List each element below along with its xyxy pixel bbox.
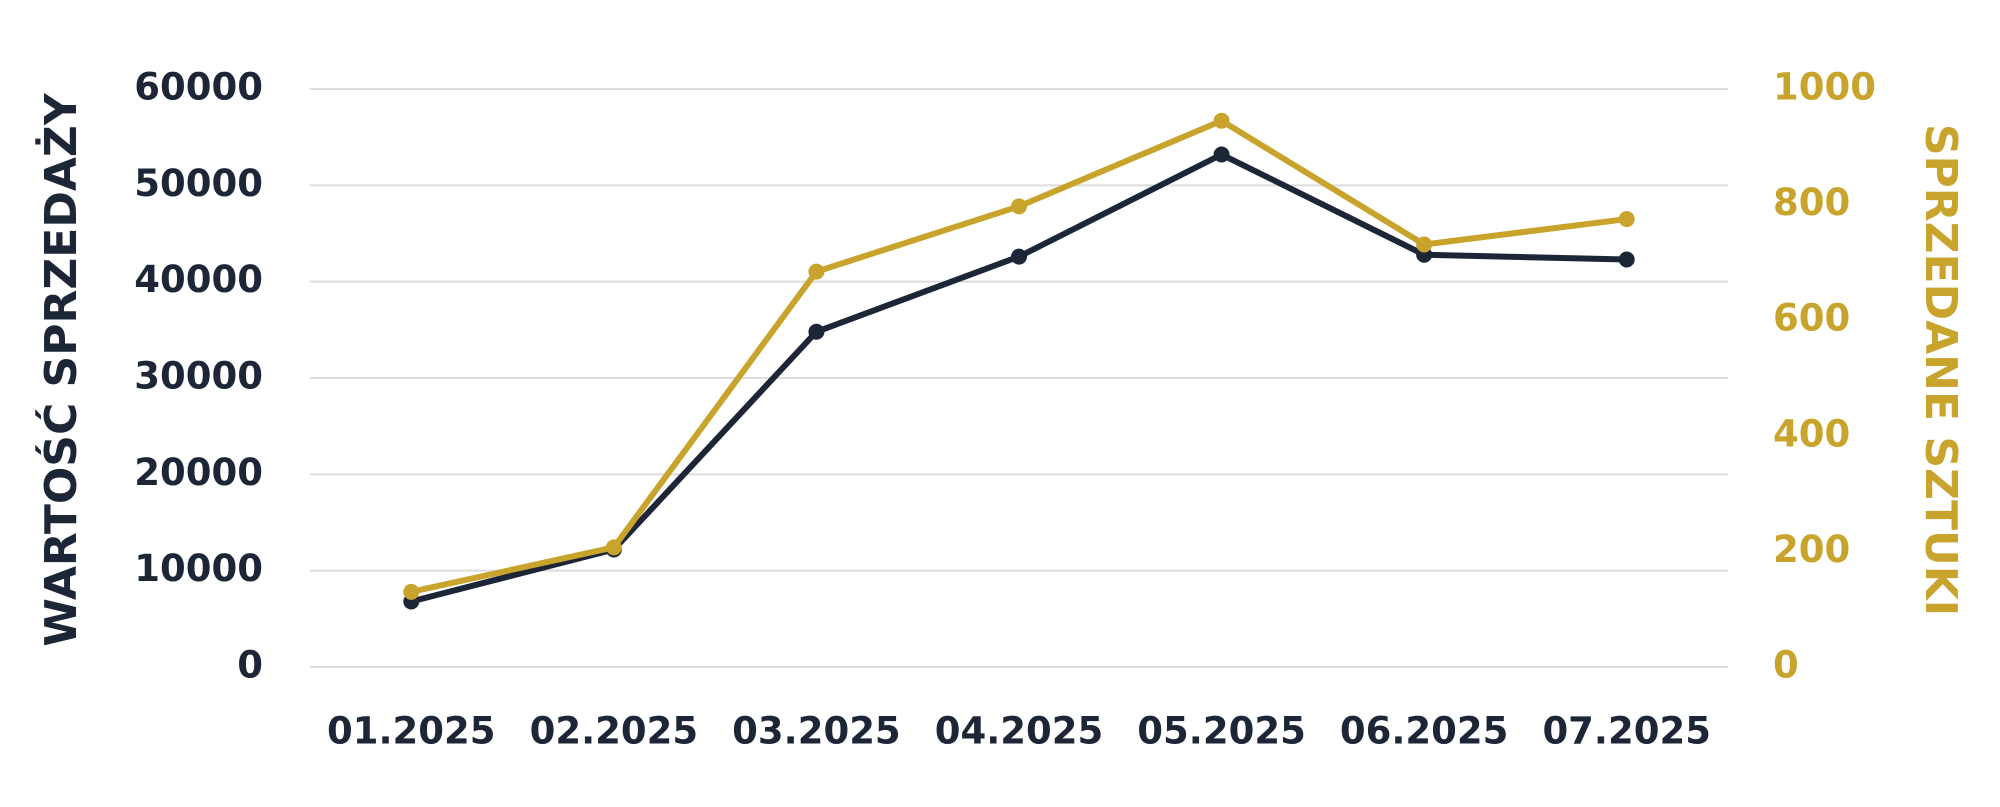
- y2-axis-title: SPRZEDANE SZTUKI: [1915, 124, 1966, 616]
- y-axis-title: WARTOŚĆ SPRZEDAŻY: [34, 92, 87, 646]
- x-tick-label: 07.2025: [1542, 710, 1711, 753]
- y2-tick-label: 1000: [1773, 66, 1876, 109]
- y-tick-label: 0: [237, 644, 263, 687]
- data-point: [1618, 251, 1635, 268]
- y-tick-label: 30000: [134, 355, 263, 398]
- x-tick-label: 06.2025: [1340, 710, 1509, 753]
- y2-tick-label: 800: [1773, 181, 1850, 224]
- data-point: [1011, 198, 1027, 215]
- y-tick-label: 60000: [134, 66, 263, 109]
- data-point: [1618, 211, 1635, 228]
- x-tick-label: 05.2025: [1137, 710, 1306, 753]
- data-point: [1011, 248, 1027, 265]
- x-tick-label: 01.2025: [327, 710, 496, 753]
- y-tick-label: 20000: [134, 451, 263, 494]
- data-point: [1213, 112, 1230, 129]
- data-point: [808, 263, 825, 280]
- data-point: [403, 583, 420, 600]
- y2-tick-label: 200: [1773, 528, 1850, 571]
- x-tick-label: 02.2025: [530, 710, 699, 753]
- y2-tick-label: 0: [1773, 644, 1799, 687]
- y-tick-label: 10000: [134, 547, 263, 590]
- x-tick-label: 03.2025: [732, 710, 901, 753]
- data-point: [1416, 236, 1433, 253]
- data-point: [1213, 146, 1230, 163]
- y-tick-label: 50000: [134, 162, 263, 205]
- x-tick-label: 04.2025: [935, 710, 1104, 753]
- series-line: [410, 117, 1628, 595]
- y-tick-label: 40000: [134, 258, 263, 301]
- y2-tick-label: 400: [1773, 412, 1850, 455]
- y2-tick-label: 600: [1773, 297, 1850, 340]
- data-point: [808, 323, 825, 340]
- data-point: [605, 539, 622, 556]
